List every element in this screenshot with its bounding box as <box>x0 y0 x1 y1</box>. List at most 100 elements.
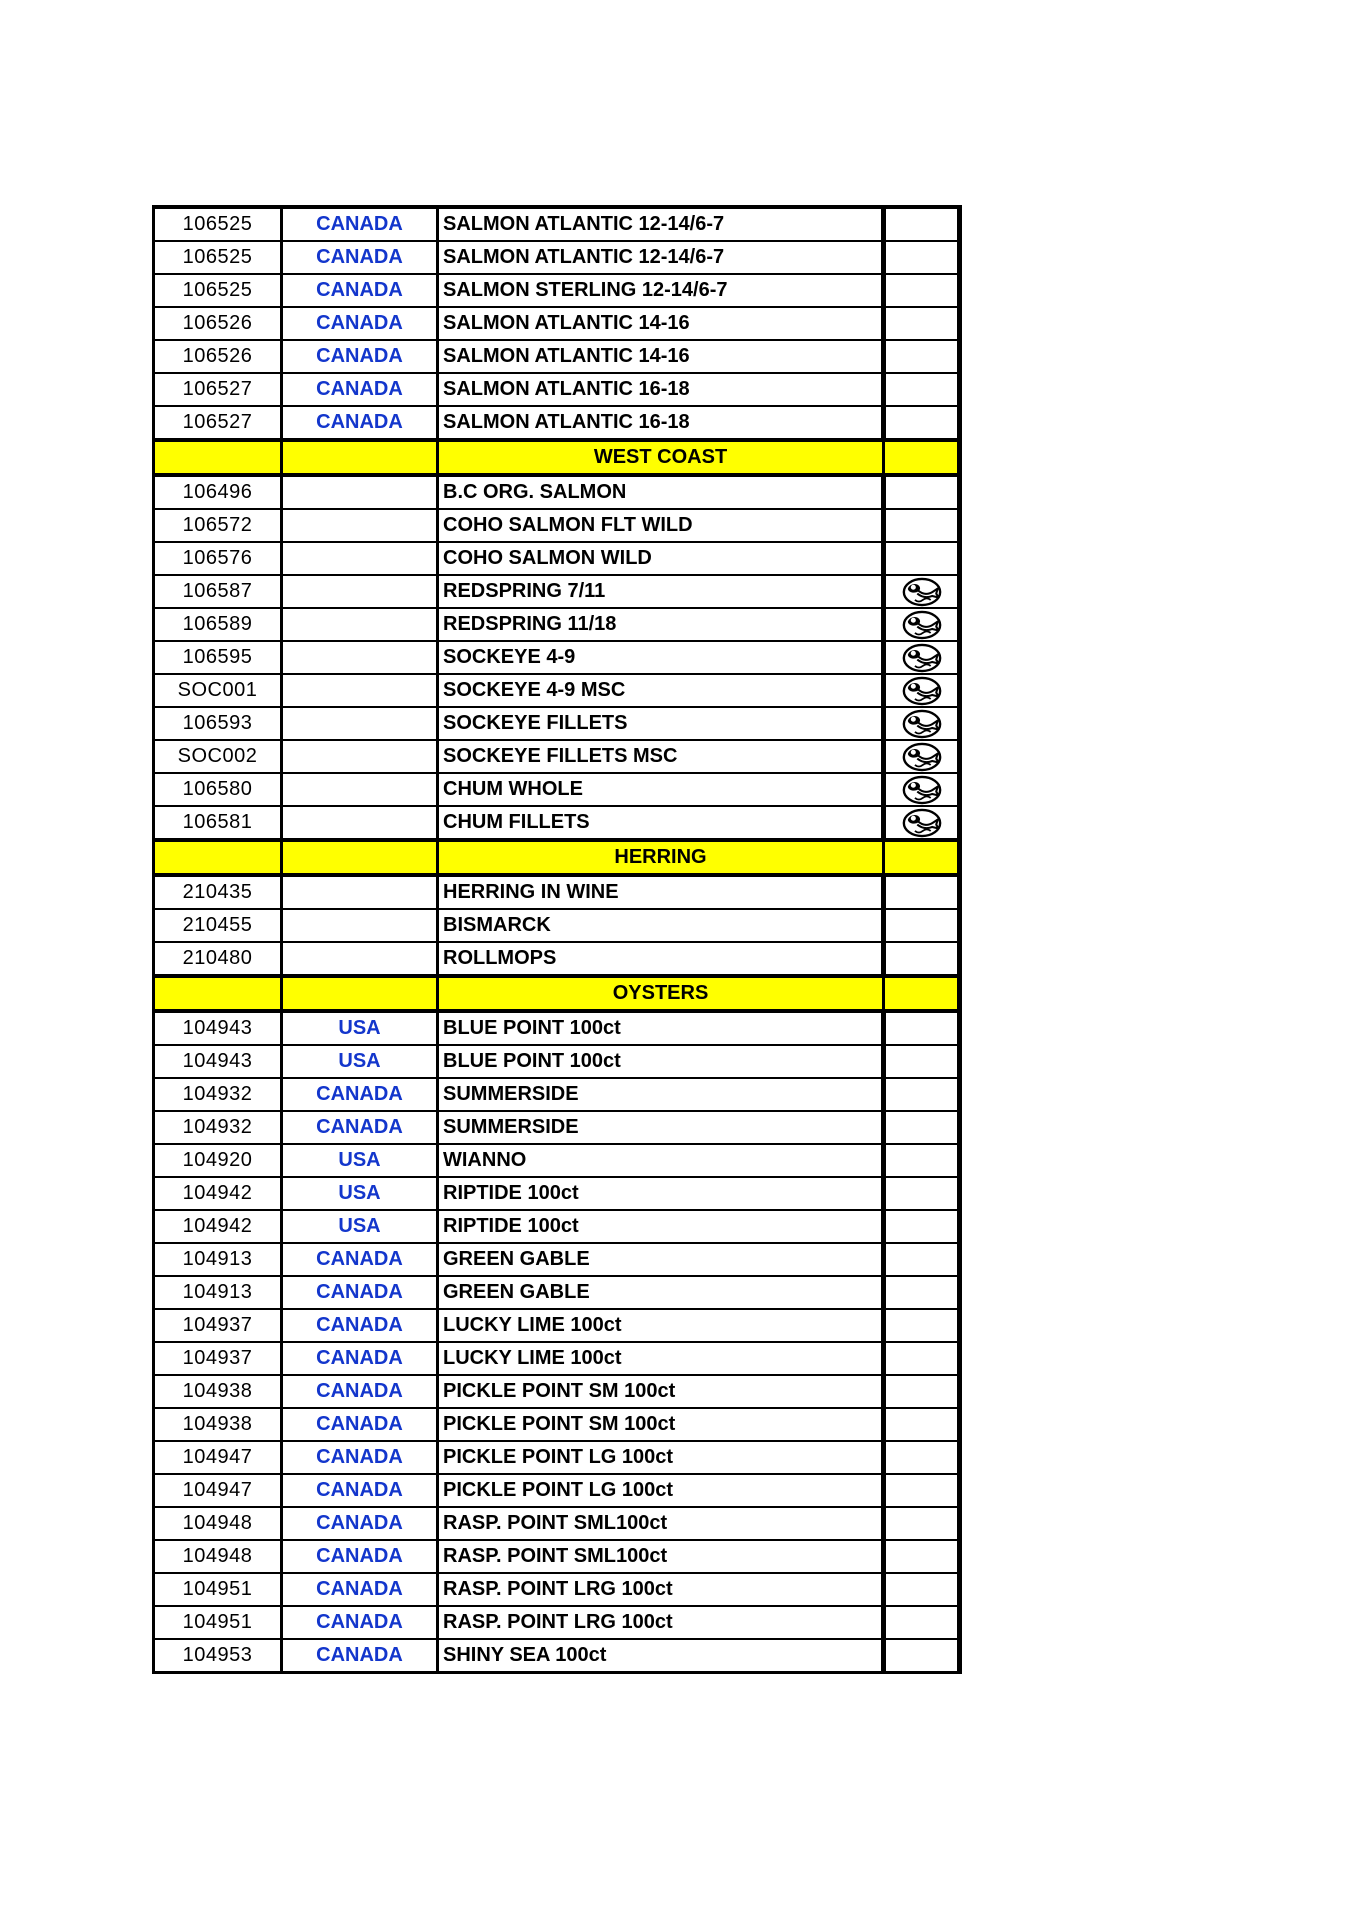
product-name-cell: SALMON ATLANTIC 16-18 <box>436 405 885 441</box>
table-row: 104938 CANADA PICKLE POINT SM 100ct <box>152 1407 961 1442</box>
country-cell <box>280 874 439 910</box>
sustainability-icon-cell <box>881 640 961 675</box>
sustainability-icon-cell <box>881 372 961 407</box>
product-name-cell: HERRING IN WINE <box>436 874 885 910</box>
table-row: 104913 CANADA GREEN GABLE <box>152 1242 961 1277</box>
section-empty-cell <box>882 438 961 477</box>
item-code-cell: 104953 <box>152 1638 283 1674</box>
product-name-cell: COHO SALMON FLT WILD <box>436 508 885 543</box>
country-cell <box>280 508 439 543</box>
item-code-cell: 106526 <box>152 339 283 374</box>
item-code-cell: 104948 <box>152 1539 283 1574</box>
country-cell <box>280 706 439 741</box>
ocean-wise-fish-icon <box>902 742 941 771</box>
sustainability-icon-cell <box>881 405 961 441</box>
country-cell <box>280 805 439 841</box>
section-title: OYSTERS <box>436 974 885 1013</box>
table-row: 106589 REDSPRING 11/18 <box>152 607 961 642</box>
sustainability-icon-cell <box>881 1044 961 1079</box>
item-code-cell: 106595 <box>152 640 283 675</box>
item-code-cell: 104938 <box>152 1407 283 1442</box>
country-cell: USA <box>280 1143 439 1178</box>
section-empty-cell <box>882 974 961 1013</box>
product-name-cell: RASP. POINT SML100ct <box>436 1506 885 1541</box>
item-code-cell: 104947 <box>152 1440 283 1475</box>
product-name-cell: SALMON ATLANTIC 14-16 <box>436 306 885 341</box>
sustainability-icon-cell <box>881 941 961 977</box>
sustainability-icon-cell <box>881 1638 961 1674</box>
country-cell <box>280 574 439 609</box>
product-name-cell: LUCKY LIME 100ct <box>436 1341 885 1376</box>
product-name-cell: LUCKY LIME 100ct <box>436 1308 885 1343</box>
country-cell <box>280 941 439 977</box>
item-code-cell: 104937 <box>152 1341 283 1376</box>
sustainability-icon-cell <box>881 1374 961 1409</box>
sustainability-icon-cell <box>881 874 961 910</box>
table-row: 106525 CANADA SALMON STERLING 12-14/6-7 <box>152 273 961 308</box>
product-name-cell: SALMON STERLING 12-14/6-7 <box>436 273 885 308</box>
section-title: WEST COAST <box>436 438 885 477</box>
country-cell <box>280 739 439 774</box>
table-row: 104948 CANADA RASP. POINT SML100ct <box>152 1506 961 1541</box>
item-code-cell: 104948 <box>152 1506 283 1541</box>
table-row: 106581 CHUM FILLETS <box>152 805 961 841</box>
table-row: 106572 COHO SALMON FLT WILD <box>152 508 961 543</box>
sustainability-icon-cell <box>881 805 961 841</box>
section-empty-cell <box>280 974 439 1013</box>
country-cell: CANADA <box>280 1539 439 1574</box>
product-name-cell: GREEN GABLE <box>436 1275 885 1310</box>
item-code-cell: 106589 <box>152 607 283 642</box>
table-row: 106580 CHUM WHOLE <box>152 772 961 807</box>
item-code-cell: 210480 <box>152 941 283 977</box>
item-code-cell: 106527 <box>152 405 283 441</box>
table-row: 106593 SOCKEYE FILLETS <box>152 706 961 741</box>
sustainability-icon-cell <box>881 541 961 576</box>
item-code-cell: 106525 <box>152 273 283 308</box>
item-code-cell: 106526 <box>152 306 283 341</box>
country-cell: CANADA <box>280 1110 439 1145</box>
sustainability-icon-cell <box>881 1572 961 1607</box>
ocean-wise-fish-icon <box>902 676 941 705</box>
section-header-row: OYSTERS <box>152 974 961 1013</box>
sustainability-icon-cell <box>881 1308 961 1343</box>
item-code-cell: 106527 <box>152 372 283 407</box>
sustainability-icon-cell <box>881 739 961 774</box>
sustainability-icon-cell <box>881 607 961 642</box>
product-name-cell: SALMON ATLANTIC 16-18 <box>436 372 885 407</box>
country-cell: USA <box>280 1010 439 1046</box>
country-cell: CANADA <box>280 1374 439 1409</box>
section-title: HERRING <box>436 838 885 877</box>
item-code-cell: 104932 <box>152 1077 283 1112</box>
product-name-cell: SOCKEYE FILLETS <box>436 706 885 741</box>
sustainability-icon-cell <box>881 1110 961 1145</box>
ocean-wise-fish-icon <box>902 775 941 804</box>
table-row: 104948 CANADA RASP. POINT SML100ct <box>152 1539 961 1574</box>
country-cell: CANADA <box>280 1473 439 1508</box>
seafood-product-table: 106525 CANADA SALMON ATLANTIC 12-14/6-7 … <box>152 205 962 1674</box>
product-name-cell: RASP. POINT LRG 100ct <box>436 1605 885 1640</box>
sustainability-icon-cell <box>881 908 961 943</box>
sustainability-icon-cell <box>881 1242 961 1277</box>
table-row: 210480 ROLLMOPS <box>152 941 961 977</box>
section-header-row: HERRING <box>152 838 961 877</box>
item-code-cell: 104913 <box>152 1242 283 1277</box>
sustainability-icon-cell <box>881 1506 961 1541</box>
table-row: 104913 CANADA GREEN GABLE <box>152 1275 961 1310</box>
section-empty-cell <box>152 974 283 1013</box>
item-code-cell: 104943 <box>152 1044 283 1079</box>
country-cell: CANADA <box>280 240 439 275</box>
sustainability-icon-cell <box>881 1605 961 1640</box>
table-row: 106527 CANADA SALMON ATLANTIC 16-18 <box>152 372 961 407</box>
item-code-cell: 106581 <box>152 805 283 841</box>
country-cell <box>280 541 439 576</box>
sustainability-icon-cell <box>881 1341 961 1376</box>
product-name-cell: WIANNO <box>436 1143 885 1178</box>
country-cell: CANADA <box>280 1506 439 1541</box>
item-code-cell: 104943 <box>152 1010 283 1046</box>
section-empty-cell <box>152 838 283 877</box>
section-empty-cell <box>280 438 439 477</box>
product-name-cell: CHUM WHOLE <box>436 772 885 807</box>
product-name-cell: PICKLE POINT LG 100ct <box>436 1440 885 1475</box>
product-name-cell: REDSPRING 7/11 <box>436 574 885 609</box>
